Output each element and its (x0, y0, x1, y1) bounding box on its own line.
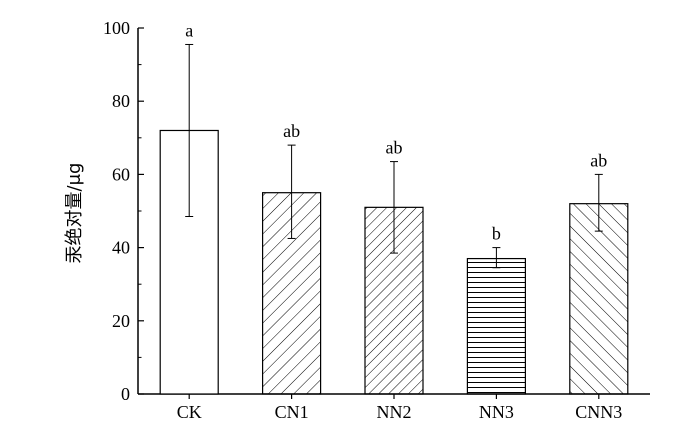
plot-area: 0 20 40 60 80 100 a CK ab CN1 ab NN2 b NN3 ab CNN3 (103, 18, 650, 422)
y-tick-label: 40 (112, 238, 130, 258)
y-tick-label: 0 (121, 384, 130, 404)
bar-nn3 (466, 257, 526, 395)
x-tick-label: CNN3 (575, 402, 622, 422)
significance-label: a (185, 20, 193, 40)
x-tick-label: NN2 (377, 402, 412, 422)
significance-label: ab (590, 150, 607, 170)
y-tick-label: 80 (112, 91, 130, 111)
y-tick-label: 60 (112, 164, 130, 184)
x-tick-label: CK (177, 402, 202, 422)
bar-cnn3 (569, 203, 629, 395)
significance-label: ab (386, 138, 403, 158)
y-axis-label: 汞绝对量/μg (64, 163, 85, 264)
y-tick-label: 20 (112, 311, 130, 331)
x-tick-label: NN3 (479, 402, 514, 422)
x-tick-label: CN1 (275, 402, 309, 422)
y-tick-label: 100 (103, 18, 130, 38)
significance-label: b (492, 224, 501, 244)
significance-label: ab (283, 121, 300, 141)
